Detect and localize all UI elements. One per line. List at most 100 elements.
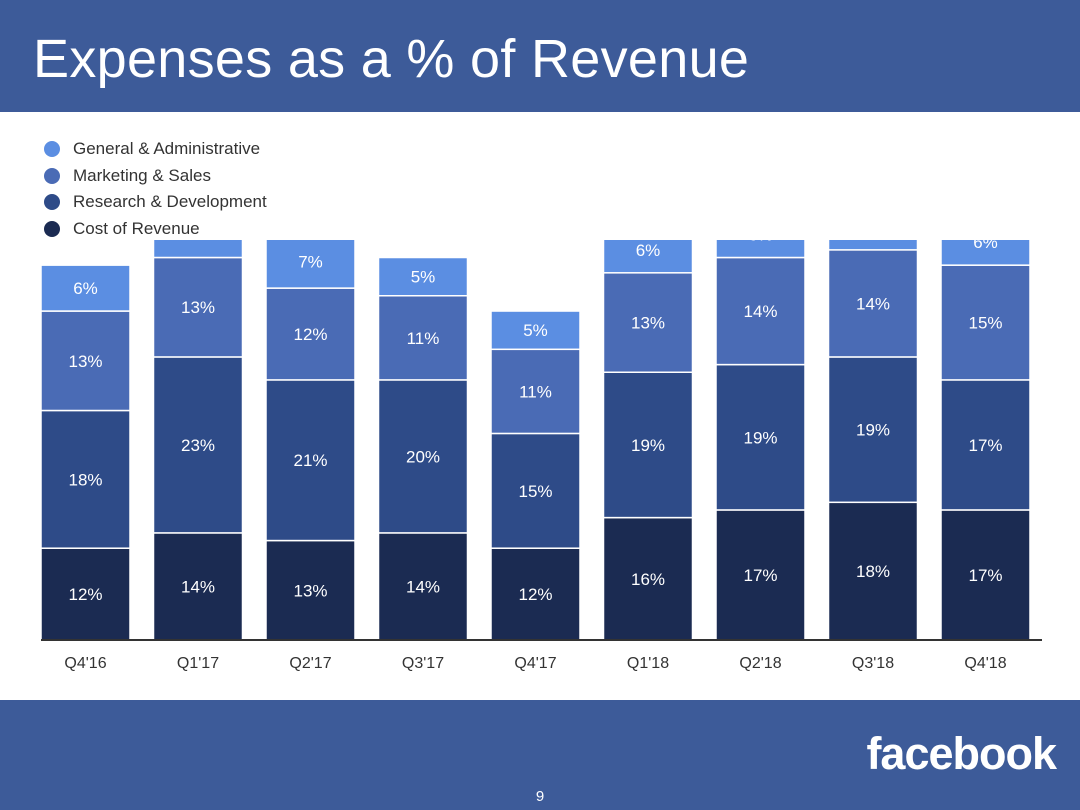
bar-stack-q1-17: 14%23%13%8% [152, 240, 244, 641]
bar-segment-general-administrative-q1-17 [152, 240, 244, 259]
data-label: 18% [68, 470, 102, 489]
data-label: 17% [968, 436, 1002, 455]
x-tick-label: Q3'17 [402, 655, 444, 672]
legend-label: Research & Development [73, 192, 267, 212]
footer-banner [0, 700, 1080, 810]
data-label: 17% [968, 566, 1002, 585]
data-label: 6% [636, 241, 661, 260]
bar-stack-q3-18: 18%19%14%7% [827, 240, 919, 641]
page-title: Expenses as a % of Revenue [33, 29, 750, 89]
legend-item-research-development: Research & Development [44, 189, 267, 216]
bar-segment-research-development-q4-17 [490, 432, 581, 549]
bar-segment-cost-of-revenue-q3-17 [377, 532, 469, 641]
bar-segment-marketing-sales-q3-17 [377, 295, 469, 381]
legend-swatch-marketing-sales [44, 167, 60, 184]
data-label: 11% [407, 329, 440, 348]
data-label: 23% [181, 436, 215, 455]
legend-item-cost-of-revenue: Cost of Revenue [44, 216, 267, 243]
bar-segment-cost-of-revenue-q4-18 [940, 509, 1031, 641]
data-label: 21% [293, 451, 327, 470]
bar-stack-q2-17: 13% 21% 12% 7% [265, 240, 356, 641]
data-label: 5% [411, 268, 436, 287]
stacked-bar-chart: 12%18%13%6%Q4'1614%23%13%8%Q1'1713%21%12… [40, 240, 1042, 672]
bar-segment-research-development-q3-18 [827, 356, 919, 504]
header-banner: Expenses as a % of Revenue [0, 0, 1080, 112]
legend-label: Cost of Revenue [73, 218, 200, 238]
bar-segment-marketing-sales-q1-17 [152, 256, 244, 358]
data-label: 13% [293, 581, 327, 600]
data-label: 7% [298, 252, 323, 271]
bar-segment-marketing-sales-q3-18 [827, 249, 919, 358]
data-label: 19% [631, 436, 665, 455]
x-tick-label: Q2'18 [739, 655, 781, 672]
bar-segment-research-development-q1-18 [602, 371, 694, 519]
data-label: 14% [743, 302, 777, 321]
data-label: 13% [68, 352, 102, 371]
bar-segment-research-development-q1-17 [152, 356, 244, 534]
data-label: 14% [856, 294, 890, 313]
data-label: 6% [748, 240, 773, 245]
x-tick-label: Q4'16 [64, 655, 106, 672]
bar-segment-general-administrative-q3-17 [377, 256, 469, 297]
bar-segment-research-development-q2-18 [715, 363, 806, 511]
bar-segment-cost-of-revenue-q4-16 [40, 547, 131, 641]
data-label: 19% [743, 428, 777, 447]
bar-segment-cost-of-revenue-q4-17 [490, 547, 581, 641]
bar-stack-q2-18: 17% 19% 14% 6% [715, 240, 806, 641]
data-label: 19% [856, 421, 890, 440]
bar-segment-marketing-sales-q1-18 [602, 272, 694, 373]
data-label: 11% [519, 382, 552, 401]
data-label: 17% [743, 566, 777, 585]
facebook-logo: facebook [866, 728, 1057, 779]
legend-item-general-administrative: General & Administrative [44, 136, 267, 163]
bar-stack-q4-17: 12% 15% 11% 5% [490, 310, 581, 641]
bar-segment-marketing-sales-q4-17 [490, 348, 581, 435]
x-tick-label: Q4'18 [964, 655, 1006, 672]
data-label: 13% [181, 298, 215, 317]
data-label: 14% [181, 577, 215, 596]
bar-segment-cost-of-revenue-q3-18 [827, 501, 919, 641]
bar-segment-marketing-sales-q2-18 [715, 256, 806, 366]
data-label: 6% [973, 240, 998, 252]
bar-segment-research-development-q3-17 [377, 379, 469, 534]
bar-segment-cost-of-revenue-q2-17 [265, 539, 356, 641]
x-tick-label: Q4'17 [514, 655, 556, 672]
data-label: 15% [968, 314, 1002, 333]
data-label: 12% [293, 325, 327, 344]
data-label: 20% [406, 447, 440, 466]
bar-segment-marketing-sales-q2-17 [265, 287, 356, 381]
data-label: 12% [518, 585, 552, 604]
legend-swatch-research-development [44, 194, 60, 211]
data-label: 6% [73, 279, 98, 298]
bar-segment-research-development-q2-17 [265, 379, 356, 542]
bar-segment-cost-of-revenue-q1-18 [602, 516, 694, 641]
data-label: 13% [631, 314, 665, 333]
bar-segment-marketing-sales-q4-18 [940, 264, 1031, 381]
bar-segment-general-administrative-q3-18 [827, 240, 919, 251]
data-label: 16% [631, 570, 665, 589]
chart-legend: General & Administrative Marketing & Sal… [44, 136, 267, 242]
bar-segment-general-administrative-q4-16 [40, 264, 131, 312]
bar-stack-q3-17: 14% 20% 11% 5% [377, 256, 469, 641]
bar-stack-q4-16: 12% 18% 13% 6% [40, 264, 131, 641]
legend-swatch-cost-of-revenue [44, 220, 60, 237]
bar-segment-general-administrative-q4-18 [940, 240, 1031, 266]
bar-segment-general-administrative-q4-17 [490, 310, 581, 351]
x-tick-label: Q3'18 [852, 655, 894, 672]
x-tick-label: Q1'18 [627, 655, 669, 672]
data-label: 15% [518, 482, 552, 501]
legend-label: General & Administrative [73, 139, 261, 159]
data-label: 12% [68, 585, 102, 604]
legend-label: Marketing & Sales [73, 165, 211, 185]
x-tick-label: Q2'17 [289, 655, 331, 672]
bar-segment-general-administrative-q2-17 [265, 240, 356, 289]
bar-stack-q4-18: 17% 17% 15% 6% [940, 240, 1031, 641]
data-label: 18% [856, 562, 890, 581]
data-label: 14% [406, 577, 440, 596]
bar-segment-research-development-q4-16 [40, 409, 131, 549]
legend-item-marketing-sales: Marketing & Sales [44, 163, 267, 190]
bar-stack-q1-18: 16% 19% 13% 6% [602, 240, 694, 641]
data-label: 5% [523, 321, 548, 340]
bar-segment-research-development-q4-18 [940, 379, 1031, 511]
page-number: 9 [535, 788, 545, 805]
